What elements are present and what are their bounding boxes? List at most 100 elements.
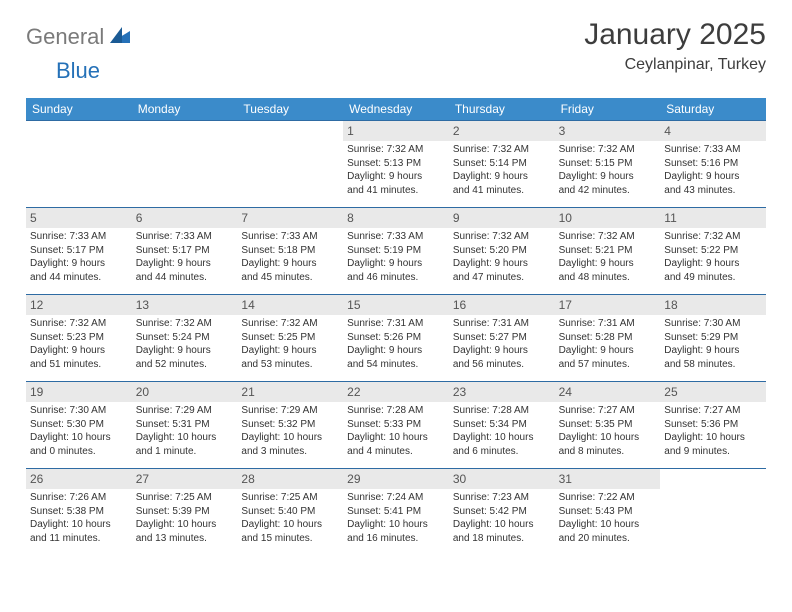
day-number: 11: [660, 208, 766, 228]
day-number: 14: [237, 295, 343, 315]
sunset-text: Sunset: 5:20 PM: [453, 244, 551, 258]
brand-sail-icon: [108, 25, 132, 50]
calendar-head-cell: Tuesday: [237, 98, 343, 120]
daylight-text-2: and 41 minutes.: [453, 184, 551, 198]
daylight-text-1: Daylight: 9 hours: [559, 170, 657, 184]
calendar-cell: 20Sunrise: 7:29 AMSunset: 5:31 PMDayligh…: [132, 382, 238, 468]
sunset-text: Sunset: 5:15 PM: [559, 157, 657, 171]
sunrise-text: Sunrise: 7:22 AM: [559, 491, 657, 505]
daylight-text-1: Daylight: 9 hours: [559, 257, 657, 271]
page-title: January 2025: [584, 18, 766, 52]
sunrise-text: Sunrise: 7:32 AM: [559, 230, 657, 244]
calendar-cell: 22Sunrise: 7:28 AMSunset: 5:33 PMDayligh…: [343, 382, 449, 468]
sunset-text: Sunset: 5:16 PM: [664, 157, 762, 171]
sunset-text: Sunset: 5:21 PM: [559, 244, 657, 258]
daylight-text-1: Daylight: 10 hours: [347, 431, 445, 445]
day-number: 22: [343, 382, 449, 402]
sunrise-text: Sunrise: 7:31 AM: [347, 317, 445, 331]
day-number: 24: [555, 382, 661, 402]
calendar-cell: 15Sunrise: 7:31 AMSunset: 5:26 PMDayligh…: [343, 295, 449, 381]
sunrise-text: Sunrise: 7:25 AM: [136, 491, 234, 505]
calendar-cell: 28Sunrise: 7:25 AMSunset: 5:40 PMDayligh…: [237, 469, 343, 555]
day-number: 15: [343, 295, 449, 315]
sunset-text: Sunset: 5:29 PM: [664, 331, 762, 345]
daylight-text-1: Daylight: 10 hours: [453, 431, 551, 445]
calendar-cell: 6Sunrise: 7:33 AMSunset: 5:17 PMDaylight…: [132, 208, 238, 294]
sunrise-text: Sunrise: 7:30 AM: [30, 404, 128, 418]
calendar-cell: 13Sunrise: 7:32 AMSunset: 5:24 PMDayligh…: [132, 295, 238, 381]
day-number: [26, 121, 132, 141]
calendar-cell-empty: [132, 121, 238, 207]
daylight-text-2: and 13 minutes.: [136, 532, 234, 546]
day-number: [132, 121, 238, 141]
sunset-text: Sunset: 5:25 PM: [241, 331, 339, 345]
sunset-text: Sunset: 5:26 PM: [347, 331, 445, 345]
calendar-cell: 23Sunrise: 7:28 AMSunset: 5:34 PMDayligh…: [449, 382, 555, 468]
sunset-text: Sunset: 5:14 PM: [453, 157, 551, 171]
sunrise-text: Sunrise: 7:32 AM: [453, 230, 551, 244]
day-number: 28: [237, 469, 343, 489]
day-number: 13: [132, 295, 238, 315]
daylight-text-1: Daylight: 9 hours: [453, 344, 551, 358]
calendar-cell: 29Sunrise: 7:24 AMSunset: 5:41 PMDayligh…: [343, 469, 449, 555]
daylight-text-2: and 3 minutes.: [241, 445, 339, 459]
daylight-text-2: and 42 minutes.: [559, 184, 657, 198]
daylight-text-1: Daylight: 10 hours: [136, 431, 234, 445]
calendar-head-cell: Saturday: [660, 98, 766, 120]
daylight-text-2: and 52 minutes.: [136, 358, 234, 372]
calendar-cell: 3Sunrise: 7:32 AMSunset: 5:15 PMDaylight…: [555, 121, 661, 207]
brand-logo: General: [26, 18, 134, 50]
daylight-text-2: and 4 minutes.: [347, 445, 445, 459]
day-number: 1: [343, 121, 449, 141]
sunset-text: Sunset: 5:18 PM: [241, 244, 339, 258]
daylight-text-2: and 58 minutes.: [664, 358, 762, 372]
sunrise-text: Sunrise: 7:32 AM: [559, 143, 657, 157]
day-number: 25: [660, 382, 766, 402]
daylight-text-1: Daylight: 9 hours: [241, 257, 339, 271]
day-number: 4: [660, 121, 766, 141]
daylight-text-1: Daylight: 9 hours: [664, 170, 762, 184]
daylight-text-2: and 6 minutes.: [453, 445, 551, 459]
daylight-text-2: and 56 minutes.: [453, 358, 551, 372]
daylight-text-1: Daylight: 9 hours: [664, 344, 762, 358]
daylight-text-1: Daylight: 9 hours: [136, 257, 234, 271]
daylight-text-1: Daylight: 10 hours: [559, 518, 657, 532]
sunrise-text: Sunrise: 7:32 AM: [453, 143, 551, 157]
sunrise-text: Sunrise: 7:29 AM: [241, 404, 339, 418]
day-number: 17: [555, 295, 661, 315]
page-subtitle: Ceylanpinar, Turkey: [584, 56, 766, 74]
calendar-cell: 11Sunrise: 7:32 AMSunset: 5:22 PMDayligh…: [660, 208, 766, 294]
calendar-cell: 1Sunrise: 7:32 AMSunset: 5:13 PMDaylight…: [343, 121, 449, 207]
calendar-head-cell: Thursday: [449, 98, 555, 120]
sunrise-text: Sunrise: 7:33 AM: [136, 230, 234, 244]
sunset-text: Sunset: 5:17 PM: [30, 244, 128, 258]
day-number: 20: [132, 382, 238, 402]
daylight-text-1: Daylight: 9 hours: [453, 257, 551, 271]
sunset-text: Sunset: 5:41 PM: [347, 505, 445, 519]
sunset-text: Sunset: 5:42 PM: [453, 505, 551, 519]
daylight-text-1: Daylight: 10 hours: [453, 518, 551, 532]
calendar-head-row: SundayMondayTuesdayWednesdayThursdayFrid…: [26, 98, 766, 120]
daylight-text-1: Daylight: 9 hours: [347, 170, 445, 184]
sunset-text: Sunset: 5:36 PM: [664, 418, 762, 432]
calendar-cell: 19Sunrise: 7:30 AMSunset: 5:30 PMDayligh…: [26, 382, 132, 468]
daylight-text-2: and 47 minutes.: [453, 271, 551, 285]
sunset-text: Sunset: 5:27 PM: [453, 331, 551, 345]
day-number: 21: [237, 382, 343, 402]
calendar-cell: 31Sunrise: 7:22 AMSunset: 5:43 PMDayligh…: [555, 469, 661, 555]
day-number: 10: [555, 208, 661, 228]
calendar-cell: 12Sunrise: 7:32 AMSunset: 5:23 PMDayligh…: [26, 295, 132, 381]
sunset-text: Sunset: 5:23 PM: [30, 331, 128, 345]
day-number: [660, 469, 766, 489]
calendar-cell: 14Sunrise: 7:32 AMSunset: 5:25 PMDayligh…: [237, 295, 343, 381]
sunset-text: Sunset: 5:28 PM: [559, 331, 657, 345]
daylight-text-2: and 16 minutes.: [347, 532, 445, 546]
daylight-text-1: Daylight: 10 hours: [559, 431, 657, 445]
day-number: 5: [26, 208, 132, 228]
sunrise-text: Sunrise: 7:26 AM: [30, 491, 128, 505]
sunrise-text: Sunrise: 7:33 AM: [241, 230, 339, 244]
daylight-text-2: and 18 minutes.: [453, 532, 551, 546]
sunset-text: Sunset: 5:24 PM: [136, 331, 234, 345]
sunset-text: Sunset: 5:38 PM: [30, 505, 128, 519]
calendar-cell: 26Sunrise: 7:26 AMSunset: 5:38 PMDayligh…: [26, 469, 132, 555]
